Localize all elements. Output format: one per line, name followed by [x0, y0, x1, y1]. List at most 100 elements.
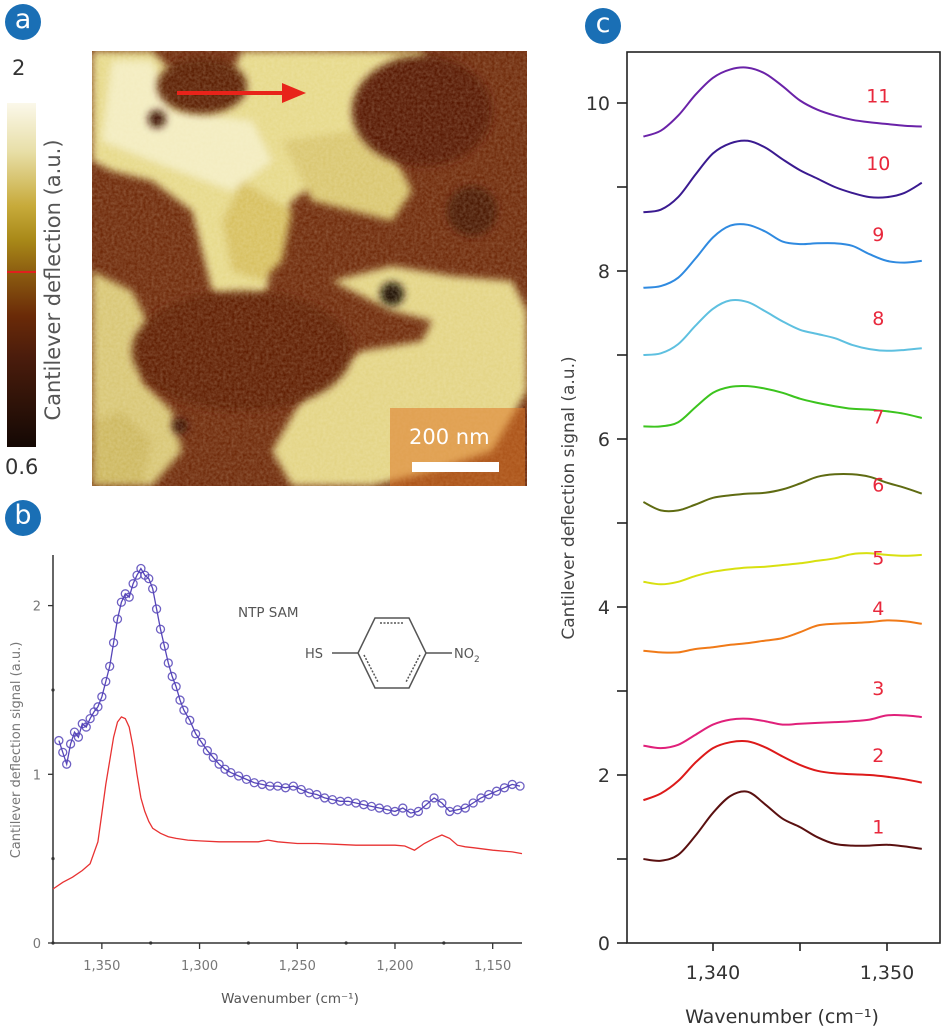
colorbar-min-label: 0.6: [5, 455, 39, 479]
panel-b-data-point: [429, 793, 439, 803]
panel-b-y-tick-label: 2: [33, 600, 41, 615]
panel-c-spectrum-5: [643, 552, 922, 586]
panel-c-spectrum-label: 6: [872, 475, 884, 497]
panel-c-y-tick-label: 2: [598, 765, 610, 787]
panel-c-badge: c: [585, 8, 621, 44]
panel-a-letter: a: [14, 4, 32, 35]
panel-c-y-tick-label: 6: [598, 429, 610, 451]
panel-c-y-tick-label: 8: [598, 261, 610, 283]
scan-direction-arrow: [177, 83, 306, 103]
panel-c-spectrum-1: [643, 790, 922, 862]
colorbar: [7, 103, 36, 447]
panel-b-series: [52, 563, 525, 890]
panel-c-spectrum-11: [643, 66, 922, 138]
panel-b-data-point: [185, 715, 195, 725]
panel-b-data-point: [148, 584, 158, 594]
panel-b-data-point: [116, 597, 127, 607]
panel-b-data-point: [208, 752, 218, 763]
panel-b-data-point: [288, 781, 299, 791]
panel-b-data-point: [191, 729, 201, 739]
panel-c-plot-frame: [626, 51, 941, 944]
panel-c-spectrum-label: 5: [872, 548, 884, 570]
panel-b-data-point: [128, 579, 138, 589]
panel-b-series-line: [52, 716, 523, 890]
panel-b-data-point: [175, 695, 185, 705]
panel-c-spectrum-label: 4: [872, 598, 884, 620]
panel-c-y-tick-label: 10: [586, 93, 610, 115]
panel-b-data-point: [484, 789, 494, 800]
panel-b-data-point: [155, 624, 166, 634]
ring-double-bond: [405, 654, 421, 683]
panel-c-spectrum-label: 2: [872, 745, 884, 767]
panel-b-data-point: [108, 638, 119, 648]
panel-b-data-point: [312, 789, 322, 800]
panel-b-data-point: [202, 746, 213, 756]
panel-b-x-tick-label: 1,150: [474, 959, 511, 974]
panel-b-data-point: [167, 671, 177, 682]
panel-c-spectrum-label: 8: [872, 308, 884, 330]
panel-b-x-tick-label: 1,350: [83, 959, 120, 974]
panel-c-spectrum-label: 11: [866, 86, 890, 108]
panel-c-spectrum-label: 3: [872, 678, 884, 700]
panel-b-data-point: [421, 800, 431, 810]
panel-c-y-tick-label: 0: [598, 933, 610, 955]
panel-b-data-point: [390, 806, 400, 817]
panel-c-x-tick-label: 1,350: [860, 962, 914, 984]
panel-b-data-point: [62, 759, 72, 769]
panel-b-data-point: [296, 784, 306, 795]
panel-b-data-point: [101, 676, 111, 687]
scalebar: [412, 462, 499, 472]
panel-b-data-point: [171, 681, 181, 692]
panel-b-data-point: [124, 592, 134, 602]
panel-c-y-axis-label: Cantilever deflection signal (a.u.): [559, 356, 579, 639]
panel-b-data-point: [105, 661, 115, 671]
panel-b-annotation: NTP SAM: [238, 605, 298, 621]
panel-b-y-axis-label: Cantilever deflection signal (a.u.): [9, 642, 24, 859]
panel-b-data-point: [515, 781, 525, 791]
panel-b-x-minor-tick: [149, 941, 153, 945]
panel-b-data-point: [214, 759, 224, 769]
panel-b-x-tick-label: 1,300: [181, 959, 218, 974]
panel-b-x-minor-tick: [344, 941, 348, 945]
colorbar-marker: [7, 271, 36, 273]
benzene-ring: [357, 617, 427, 689]
panel-b-data-point: [413, 806, 424, 817]
panel-b-letter: b: [14, 500, 32, 531]
panel-b-data-point: [460, 803, 470, 813]
panel-b-data-point: [163, 658, 173, 668]
panel-c-spectrum-4: [643, 619, 922, 654]
chart-panel-b: 1,350 1,300 1,250 1,200 1,150 0 1 2 Cantilever …: [9, 555, 525, 1007]
panel-c-axes: 1,340 1,350 0 2 4 6 8 10: [586, 51, 941, 984]
panel-b-x-minor-tick: [246, 941, 251, 945]
panel-b-data-point: [437, 798, 447, 808]
panel-c-spectrum-label: 1: [872, 816, 884, 838]
panel-c-letter: c: [595, 8, 611, 39]
molecule-nitro-group: NO2: [454, 647, 480, 665]
panel-b-data-point: [151, 604, 162, 614]
panel-c-spectrum-10: [643, 139, 923, 214]
panel-c-y-tick-label: 4: [598, 597, 610, 619]
panel-a-badge: a: [5, 4, 41, 40]
panel-b-data-point: [93, 702, 103, 712]
panel-b-y-minor-tick: [51, 688, 55, 692]
panel-b-data-point: [58, 747, 68, 758]
panel-b-data-point: [179, 705, 189, 715]
panel-b-x-tick-label: 1,250: [279, 959, 316, 974]
ring-double-bond: [363, 654, 379, 683]
panel-b-data-point: [97, 692, 107, 702]
panel-c-spectrum-3: [643, 714, 922, 750]
afm-image-svg: [92, 51, 527, 486]
panel-b-data-point: [499, 783, 510, 793]
panel-c-spectrum-8: [643, 298, 922, 356]
panel-b-x-tick-label: 1,200: [376, 959, 413, 974]
panel-c-series: 1 2 3 4 5 6 7 8 9 10 11: [642, 66, 923, 862]
panel-b-y-tick-label: 0: [33, 937, 41, 952]
panel-c-spectrum-label: 7: [872, 406, 884, 428]
panel-c-x-tick-label: 1,340: [686, 962, 740, 984]
panel-b-y-minor-tick: [51, 857, 55, 861]
panel-b-data-point: [159, 641, 170, 651]
colorbar-max-label: 2: [12, 56, 26, 80]
panel-b-x-axis-label: Wavenumber (cm⁻¹): [221, 991, 359, 1007]
panel-b-data-point: [241, 774, 252, 785]
panel-c-spectrum-7: [643, 384, 923, 428]
